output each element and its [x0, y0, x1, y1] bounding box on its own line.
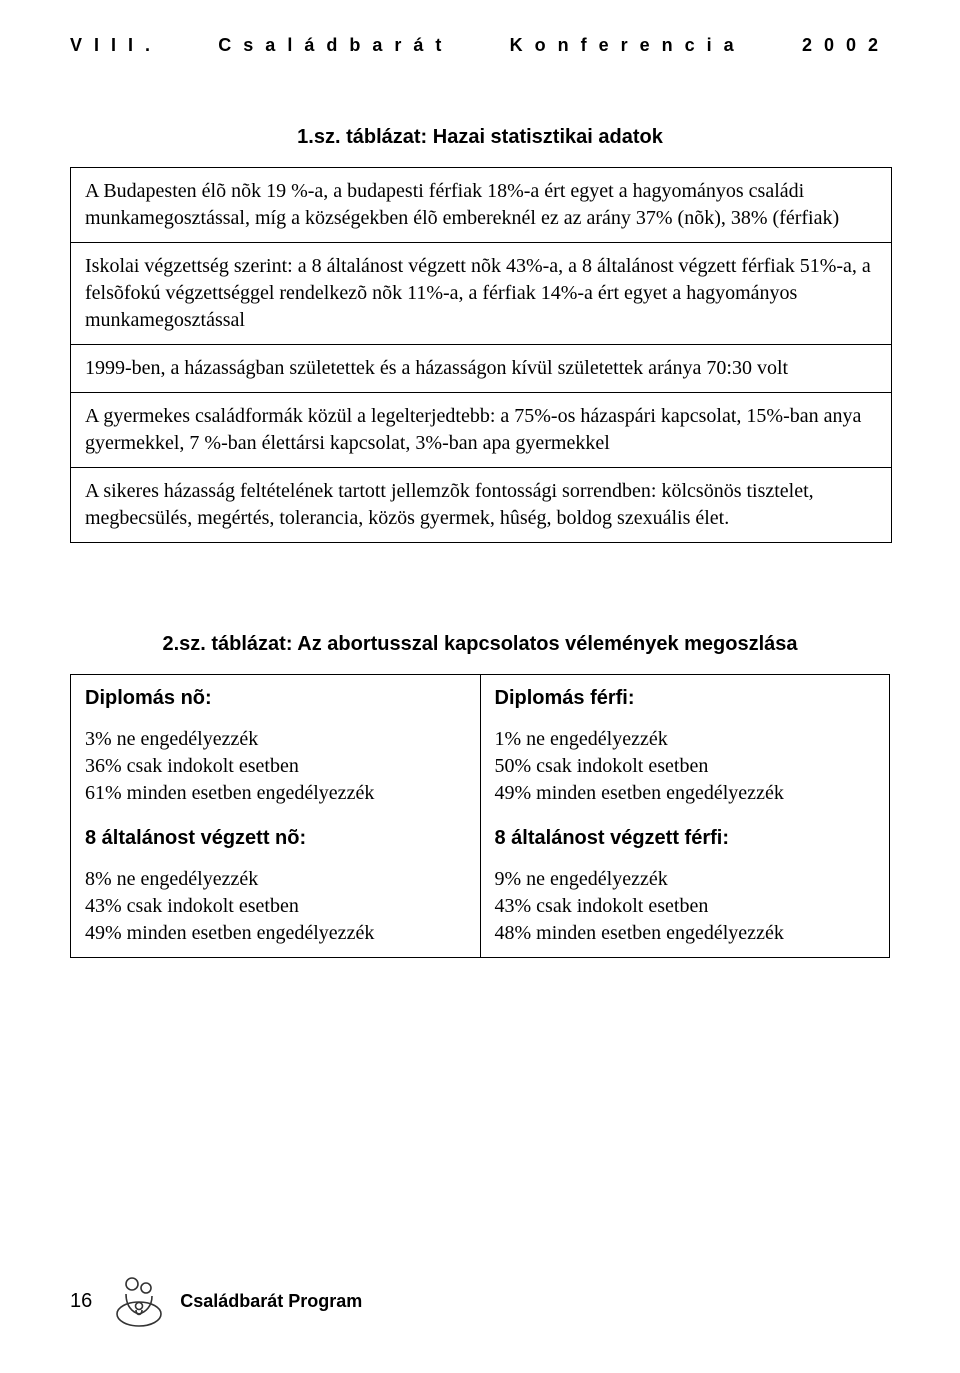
table2-left-column: Diplomás nõ: 3% ne engedélyezzék 36% csa…	[71, 675, 481, 957]
page-header: VIII. Családbarát Konferencia 2002	[70, 35, 890, 56]
family-logo-icon	[112, 1270, 166, 1333]
table1-row: A sikeres házasság feltételének tartott …	[71, 468, 891, 542]
table2-right-line: 9% ne engedélyezzék	[495, 866, 876, 893]
table2-left-line: 3% ne engedélyezzék	[85, 726, 466, 753]
table2-right-line: 1% ne engedélyezzék	[495, 726, 876, 753]
table2-right-line: 49% minden esetben engedélyezzék	[495, 780, 876, 807]
table1-row: 1999-ben, a házasságban születettek és a…	[71, 345, 891, 393]
table1-row: A gyermekes családformák közül a legelte…	[71, 393, 891, 468]
table2-right-head2: 8 általánost végzett férfi:	[495, 825, 876, 852]
table2-right-line: 43% csak indokolt esetben	[495, 893, 876, 920]
table2-right-line: 48% minden esetben engedélyezzék	[495, 920, 876, 947]
table1-title: 1.sz. táblázat: Hazai statisztikai adato…	[70, 126, 890, 149]
table2-left-head2: 8 általánost végzett nõ:	[85, 825, 466, 852]
table2-left-head1: Diplomás nõ:	[85, 685, 466, 712]
table2-left-line: 49% minden esetben engedélyezzék	[85, 920, 466, 947]
page: VIII. Családbarát Konferencia 2002 1.sz.…	[0, 0, 960, 1373]
table2: Diplomás nõ: 3% ne engedélyezzék 36% csa…	[70, 674, 890, 958]
table2-left-line: 36% csak indokolt esetben	[85, 753, 466, 780]
table2-left-line: 43% csak indokolt esetben	[85, 893, 466, 920]
table2-title: 2.sz. táblázat: Az abortusszal kapcsolat…	[70, 633, 890, 656]
table1-row: Iskolai végzettség szerint: a 8 általáno…	[71, 243, 891, 345]
table2-right-column: Diplomás férfi: 1% ne engedélyezzék 50% …	[481, 675, 890, 957]
table2-right-head1: Diplomás férfi:	[495, 685, 876, 712]
table2-right-line: 50% csak indokolt esetben	[495, 753, 876, 780]
table2-left-line: 8% ne engedélyezzék	[85, 866, 466, 893]
table1-row: A Budapesten élõ nõk 19 %-a, a budapesti…	[71, 168, 891, 243]
page-footer: 16 Családbarát Program	[70, 1270, 890, 1333]
page-number: 16	[70, 1290, 92, 1313]
table1: A Budapesten élõ nõk 19 %-a, a budapesti…	[70, 167, 892, 543]
footer-program-title: Családbarát Program	[180, 1291, 362, 1312]
table2-left-line: 61% minden esetben engedélyezzék	[85, 780, 466, 807]
